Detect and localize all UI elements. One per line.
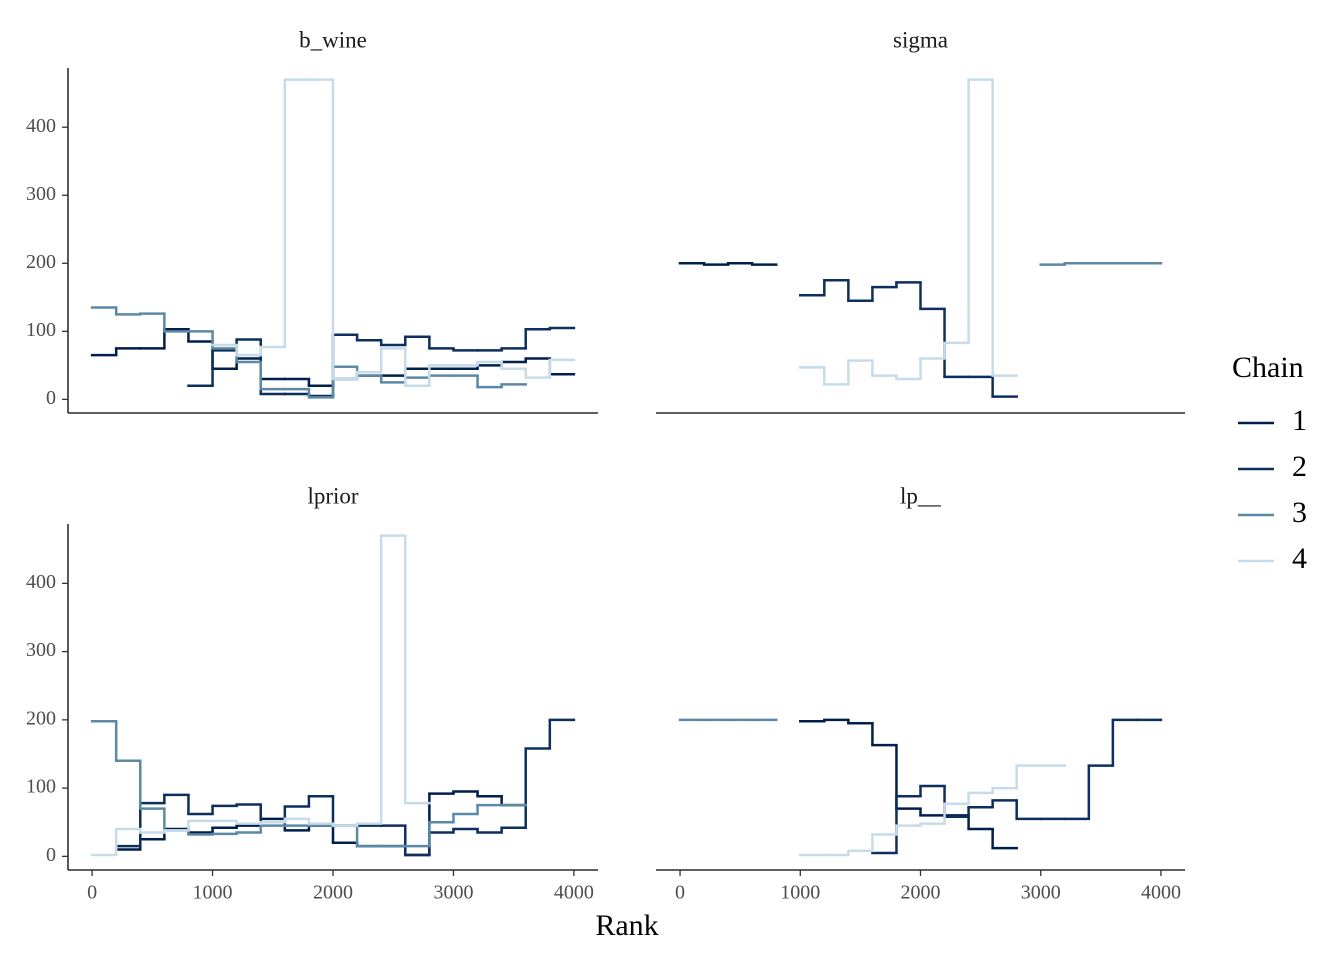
panel-title: lp__ [900,483,941,508]
x-tick-label: 3000 [1021,882,1061,904]
panel-title: b_wine [299,27,367,52]
x-tick-label: 2000 [901,882,941,904]
x-tick-label: 4000 [1141,882,1181,904]
x-tick-label: 4000 [554,882,594,904]
x-tick-label: 1000 [193,882,233,904]
y-tick-label: 400 [26,571,56,593]
y-tick-label: 400 [26,115,56,137]
legend-label: 3 [1292,496,1307,529]
x-tick-label: 0 [675,882,685,904]
y-tick-label: 300 [26,639,56,661]
x-tick-label: 0 [87,882,97,904]
legend-label: 1 [1292,404,1307,437]
x-tick-label: 2000 [313,882,353,904]
panel-title: sigma [893,27,948,52]
y-tick-label: 0 [46,387,56,409]
x-tick-label: 1000 [780,882,820,904]
y-tick-label: 100 [26,319,56,341]
y-tick-label: 200 [26,251,56,273]
y-tick-label: 300 [26,183,56,205]
panel-title: lprior [307,483,358,508]
x-axis-label: Rank [595,909,658,942]
y-tick-label: 0 [46,844,56,866]
y-tick-label: 200 [26,707,56,729]
legend-title: Chain [1232,351,1304,384]
legend-label: 4 [1292,542,1307,575]
y-tick-label: 100 [26,776,56,798]
x-tick-label: 3000 [433,882,473,904]
legend-label: 2 [1292,450,1307,483]
